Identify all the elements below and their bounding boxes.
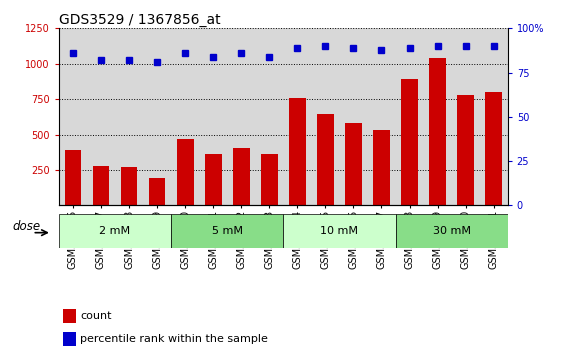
Bar — [429, 58, 446, 205]
Bar — [317, 114, 334, 205]
Bar — [485, 92, 502, 205]
Bar — [171, 214, 283, 248]
Bar — [261, 154, 278, 205]
Text: percentile rank within the sample: percentile rank within the sample — [80, 334, 268, 344]
Text: 5 mM: 5 mM — [211, 226, 243, 236]
Bar — [396, 214, 508, 248]
Bar — [289, 98, 306, 205]
Text: dose: dose — [12, 221, 40, 233]
Bar — [401, 79, 418, 205]
Text: GDS3529 / 1367856_at: GDS3529 / 1367856_at — [59, 13, 220, 27]
Bar — [177, 139, 194, 205]
Bar — [65, 150, 81, 205]
Bar — [93, 166, 109, 205]
Bar — [149, 178, 165, 205]
Text: 30 mM: 30 mM — [433, 226, 471, 236]
Bar — [205, 154, 222, 205]
Bar — [63, 309, 76, 323]
Text: count: count — [80, 311, 112, 321]
Bar — [59, 214, 171, 248]
Bar — [121, 167, 137, 205]
Bar — [457, 95, 474, 205]
Bar — [345, 123, 362, 205]
Bar — [373, 130, 390, 205]
Bar — [233, 148, 250, 205]
Text: 2 mM: 2 mM — [99, 226, 131, 236]
Bar — [283, 214, 396, 248]
Text: 10 mM: 10 mM — [320, 226, 358, 236]
Bar — [63, 332, 76, 346]
